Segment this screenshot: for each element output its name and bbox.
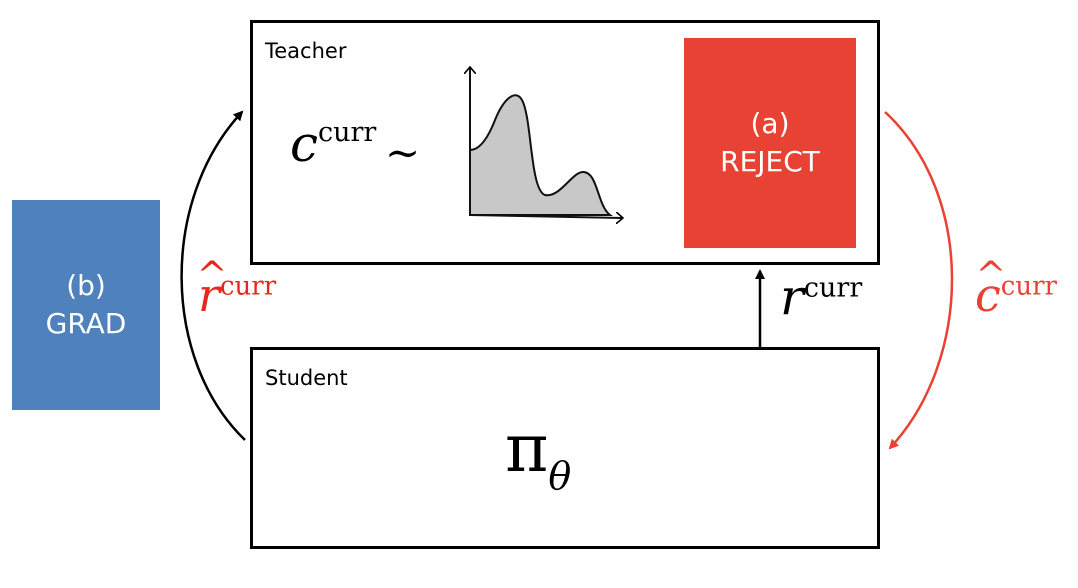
student-box: Student <box>250 347 880 549</box>
student-label: Student <box>265 366 348 390</box>
reject-panel: (a) REJECT <box>684 38 856 248</box>
grad-panel-marker: (b) <box>66 269 106 303</box>
distribution-plot-icon <box>470 68 622 218</box>
estimated-curriculum-symbol: c <box>975 268 1001 322</box>
curriculum-superscript: curr <box>318 117 377 149</box>
curriculum-formula: ccurr <box>290 115 376 173</box>
estimated-reward-symbol: r <box>198 268 220 322</box>
curriculum-symbol: c <box>290 115 319 173</box>
grad-panel-label: GRAD <box>45 307 127 340</box>
estimated-reward-label: rcurr <box>198 268 276 322</box>
estimated-reward-superscript: curr <box>220 271 277 302</box>
reward-label: rcurr <box>780 268 862 326</box>
policy-symbol: π <box>505 410 549 487</box>
grad-feedback-arrow <box>180 110 246 441</box>
reward-superscript: curr <box>803 272 863 304</box>
policy-label: πθ <box>505 410 571 498</box>
grad-panel: (b) GRAD <box>12 200 160 410</box>
reward-symbol: r <box>780 268 804 326</box>
estimated-curriculum-label: ccurr <box>975 268 1057 322</box>
reject-feedback-arrow <box>884 111 954 450</box>
reject-panel-label: REJECT <box>720 145 820 178</box>
teacher-label: Teacher <box>265 39 347 63</box>
policy-subscript: θ <box>548 454 572 499</box>
estimated-curriculum-superscript: curr <box>1000 271 1057 302</box>
distributed-as-symbol: ∼ <box>385 128 421 177</box>
reject-panel-marker: (a) <box>750 107 790 141</box>
